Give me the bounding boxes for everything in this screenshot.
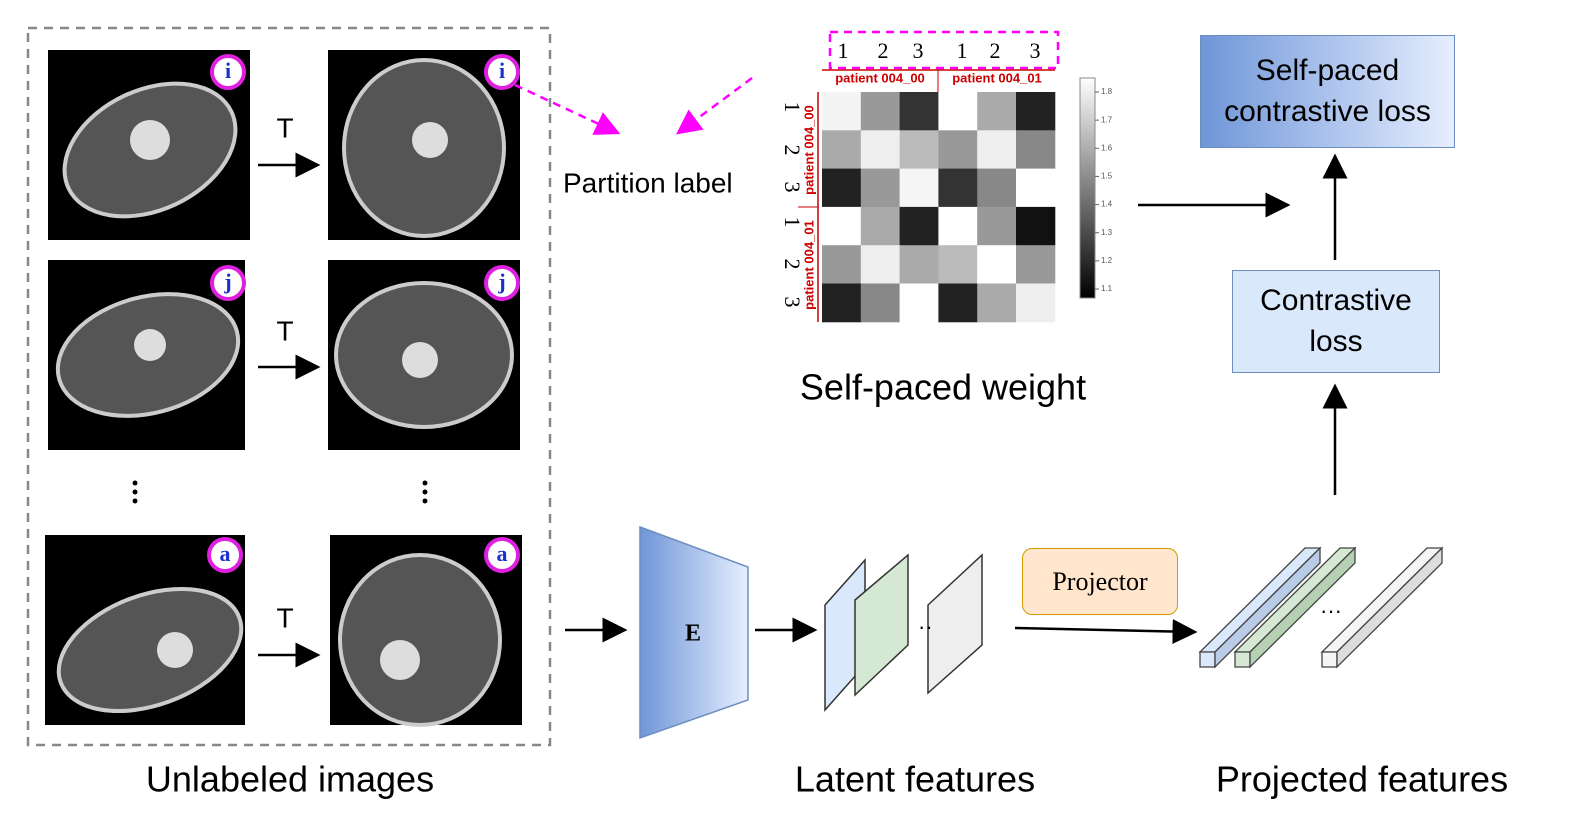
row-index: 1	[780, 217, 805, 228]
heat-cell	[938, 283, 978, 323]
row-index: 2	[780, 259, 805, 270]
heat-cell	[822, 283, 862, 323]
weight-heatmap	[822, 92, 1056, 323]
heat-cell	[1016, 283, 1056, 323]
heat-cell	[822, 168, 862, 208]
heat-cell	[977, 92, 1017, 131]
heat-cell	[899, 245, 939, 284]
transform-label: T	[276, 315, 293, 346]
colorbar-tick-label: 1.3	[1101, 228, 1113, 237]
colorbar-tick-label: 1.7	[1101, 115, 1113, 124]
partition-label: Partition label	[563, 167, 733, 198]
caption: Self-paced weight	[800, 367, 1086, 408]
heat-cell	[977, 130, 1017, 170]
heat-cell	[938, 245, 978, 284]
heat-cell	[1016, 206, 1056, 246]
heat-cell	[899, 283, 939, 323]
colorbar-tick-label: 1.2	[1101, 256, 1113, 265]
heat-cell	[860, 283, 901, 323]
heat-cell	[899, 168, 939, 208]
heat-cell	[1016, 245, 1056, 284]
badge-label: a	[497, 541, 508, 566]
latent-planes	[824, 553, 983, 712]
heat-cell	[899, 130, 939, 170]
dots: ···	[1320, 598, 1342, 623]
badge-label: j	[497, 269, 505, 294]
heat-cell	[938, 92, 978, 131]
badge	[484, 537, 520, 573]
contrastive-loss: Contrastive loss	[1232, 270, 1440, 373]
colorbar-tick-label: 1.6	[1101, 143, 1113, 152]
heat-cell	[977, 283, 1017, 323]
projected-bars	[1198, 546, 1444, 669]
heat-cell	[860, 168, 901, 208]
row-group: patient 004_00	[801, 105, 816, 195]
row-index: 2	[780, 145, 805, 156]
heat-cell	[938, 168, 978, 208]
badge-label: i	[225, 58, 231, 83]
heat-cell	[938, 206, 978, 246]
colorbar-tick-label: 1.4	[1101, 200, 1113, 209]
row-index: 1	[780, 102, 805, 113]
dots: ··	[918, 614, 933, 639]
row-index: 3	[780, 182, 805, 193]
self-paced-loss: Self-paced contrastive loss	[1200, 35, 1455, 148]
colorbar-tick-label: 1.1	[1101, 284, 1113, 293]
heat-cell	[899, 206, 939, 246]
badge-label: i	[499, 58, 505, 83]
heat-cell	[860, 130, 901, 170]
column-group: patient 004_00	[835, 70, 925, 85]
encoder-label: E	[685, 621, 701, 647]
projector: Projector	[1022, 548, 1178, 615]
heat-cell	[977, 245, 1017, 284]
heat-cell	[1016, 92, 1056, 131]
caption: Projected features	[1216, 759, 1508, 800]
heat-cell	[1016, 130, 1056, 170]
heat-cell	[938, 130, 978, 170]
column-index: 3	[1030, 38, 1041, 63]
heat-cell	[822, 92, 862, 131]
ellipsis	[132, 480, 428, 504]
row-index: 3	[780, 297, 805, 308]
partition-arrows	[514, 30, 1060, 135]
mri-images	[45, 50, 522, 727]
encoder	[639, 525, 749, 740]
badge	[210, 265, 246, 301]
column-index: 2	[878, 38, 889, 63]
colorbar-tick-label: 1.8	[1101, 87, 1113, 96]
colorbar-tick-label: 1.5	[1101, 172, 1113, 181]
heat-cell	[1016, 168, 1056, 208]
row-group: patient 004_01	[801, 220, 816, 310]
transform-label: T	[276, 112, 293, 143]
column-group: patient 004_01	[952, 70, 1042, 85]
badge-label: a	[220, 541, 231, 566]
heat-cell	[860, 92, 901, 131]
transform-label: T	[276, 602, 293, 633]
heat-cell	[860, 206, 901, 246]
arrows	[258, 152, 1348, 668]
caption: Unlabeled images	[146, 759, 434, 800]
column-index: 1	[838, 38, 849, 63]
badge	[210, 54, 246, 90]
column-index: 3	[913, 38, 924, 63]
heat-cell	[977, 168, 1017, 208]
caption: Latent features	[795, 759, 1035, 800]
badge	[484, 54, 520, 90]
badge-label: j	[223, 269, 231, 294]
heat-cell	[822, 206, 862, 246]
badge	[207, 537, 243, 573]
colorbar	[1079, 77, 1096, 299]
heat-cell	[822, 245, 862, 284]
column-index: 2	[990, 38, 1001, 63]
heat-cell	[899, 92, 939, 131]
dashed-frame	[26, 26, 552, 747]
heat-cell	[860, 245, 901, 284]
heat-cell	[977, 206, 1017, 246]
badge	[484, 265, 520, 301]
column-index: 1	[957, 38, 968, 63]
heat-cell	[822, 130, 862, 170]
